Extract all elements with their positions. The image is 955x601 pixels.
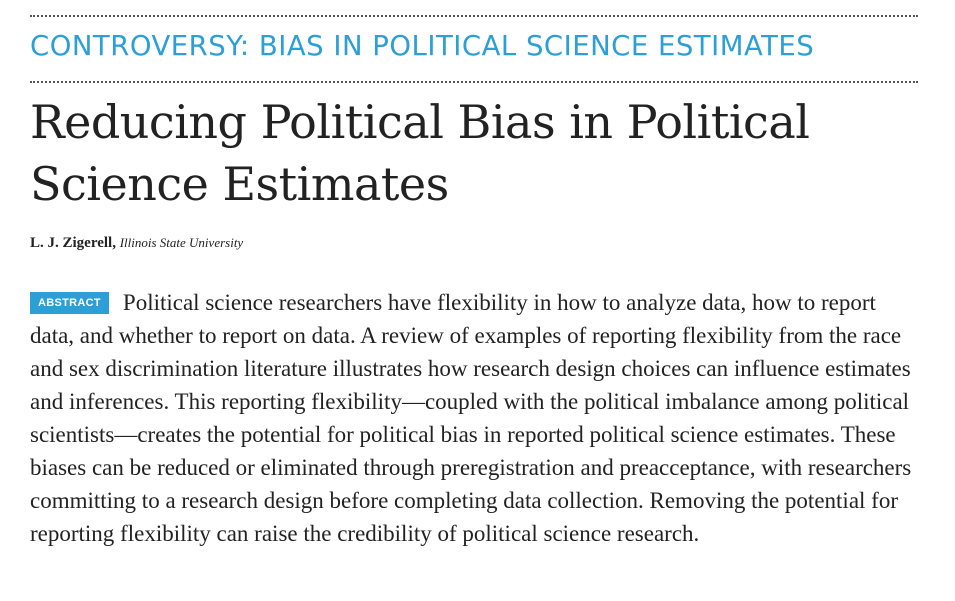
abstract-text: Political science researchers have flexi… xyxy=(30,290,912,546)
article-title: Reducing Political Bias in Political Sci… xyxy=(30,91,918,215)
abstract: ABSTRACT Political science researchers ha… xyxy=(30,286,918,550)
bottom-dotted-rule xyxy=(30,81,918,83)
title-line-2: Science Estimates xyxy=(30,157,449,211)
byline: L. J. Zigerell, Illinois State Universit… xyxy=(30,235,918,252)
author-name: L. J. Zigerell, xyxy=(30,235,116,251)
title-line-1: Reducing Political Bias in Political xyxy=(30,95,810,149)
article-page: CONTROVERSY: BIAS IN POLITICAL SCIENCE E… xyxy=(30,0,918,550)
top-dotted-rule xyxy=(30,15,918,17)
author-affiliation: Illinois State University xyxy=(119,235,244,250)
abstract-badge: ABSTRACT xyxy=(30,292,109,314)
section-label: CONTROVERSY: BIAS IN POLITICAL SCIENCE E… xyxy=(30,30,815,62)
